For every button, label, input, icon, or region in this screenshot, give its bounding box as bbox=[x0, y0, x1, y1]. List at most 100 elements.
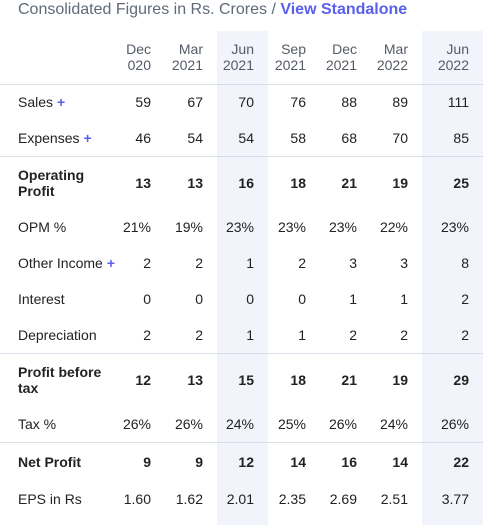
column-header[interactable]: Jun 2022 bbox=[437, 41, 469, 74]
view-standalone-link[interactable]: View Standalone bbox=[280, 1, 408, 18]
row-label-opm: OPM % bbox=[18, 219, 67, 235]
table-cell: 15 bbox=[238, 371, 254, 388]
row-label-tax: Tax % bbox=[18, 415, 57, 432]
table-cell: 3 bbox=[400, 255, 408, 271]
table-cell: 18 bbox=[290, 174, 306, 191]
table-cell: 54 bbox=[238, 129, 254, 146]
heading-separator: / bbox=[267, 1, 281, 18]
row-label-depreciation: Depreciation bbox=[18, 326, 97, 343]
table-row-net-profit: Net Profit 9 9 12 14 16 14 22 bbox=[0, 442, 483, 481]
row-label-interest: Interest bbox=[18, 291, 65, 307]
table-cell: 54 bbox=[187, 129, 203, 146]
table-cell: 0 bbox=[298, 291, 306, 307]
table-cell: 2.01 bbox=[226, 491, 254, 507]
row-label-eps: EPS in Rs bbox=[18, 491, 82, 507]
table-cell: 3.77 bbox=[441, 491, 469, 507]
table-cell: 25% bbox=[277, 415, 306, 432]
table-cell: 1 bbox=[400, 291, 408, 307]
row-label-expenses[interactable]: Expenses + bbox=[18, 129, 92, 146]
table-row-eps: EPS in Rs 1.60 1.62 2.01 2.35 2.69 2.51 … bbox=[0, 481, 483, 517]
table-row-operating-profit: Operating Profit 13 13 16 18 21 19 25 bbox=[0, 156, 483, 209]
table-cell: 24% bbox=[379, 415, 408, 432]
table-cell: 12 bbox=[238, 453, 254, 470]
table-cell: 2 bbox=[143, 326, 151, 343]
table-cell: 26% bbox=[122, 415, 151, 432]
table-cell: 67 bbox=[187, 94, 203, 111]
table-cell: 59 bbox=[135, 94, 151, 111]
table-row-sales: Sales + 59 67 70 76 88 89 111 bbox=[0, 84, 483, 120]
table-cell: 26% bbox=[440, 415, 469, 432]
column-header[interactable]: Sep 2021 bbox=[274, 41, 306, 74]
table-cell: 13 bbox=[187, 174, 203, 191]
table-header-row: Dec 020 Mar 2021 Jun 2021 Sep 2021 Dec 2021 M… bbox=[0, 31, 483, 84]
heading-title: Consolidated Figures in Rs. Crores bbox=[18, 1, 267, 18]
table-cell: 0 bbox=[246, 291, 254, 307]
table-cell: 18 bbox=[290, 371, 306, 388]
table-cell: 1 bbox=[349, 291, 357, 307]
table-cell: 3 bbox=[349, 255, 357, 271]
table-cell: 70 bbox=[392, 129, 408, 146]
table-cell: 1 bbox=[246, 255, 254, 271]
table-cell: 70 bbox=[238, 94, 254, 111]
table-cell: 21% bbox=[122, 219, 151, 235]
table-cell: 89 bbox=[392, 94, 408, 111]
expand-plus-icon[interactable]: + bbox=[83, 129, 92, 146]
table-cell: 58 bbox=[290, 129, 306, 146]
expand-plus-icon[interactable]: + bbox=[106, 255, 116, 271]
table-cell: 1.60 bbox=[123, 491, 151, 507]
table-cell: 24% bbox=[225, 415, 254, 432]
table-cell: 2 bbox=[195, 255, 203, 271]
table-cell: 85 bbox=[453, 129, 469, 146]
financials-table: Dec 020 Mar 2021 Jun 2021 Sep 2021 Dec 2021 M… bbox=[0, 31, 483, 517]
table-cell: 29 bbox=[453, 371, 469, 388]
table-cell: 68 bbox=[341, 129, 357, 146]
table-cell: 0 bbox=[143, 291, 151, 307]
table-cell: 14 bbox=[290, 453, 306, 470]
table-cell: 13 bbox=[135, 174, 151, 191]
table-cell: 25 bbox=[453, 174, 469, 191]
table-cell: 21 bbox=[341, 371, 357, 388]
table-cell: 1.62 bbox=[175, 491, 203, 507]
table-cell: 0 bbox=[195, 291, 203, 307]
table-row-opm: OPM % 21% 19% 23% 23% 23% 22% 23% bbox=[0, 209, 483, 245]
table-cell: 88 bbox=[341, 94, 357, 111]
table-cell: 21 bbox=[341, 174, 357, 191]
column-header[interactable]: Mar 2021 bbox=[171, 41, 203, 74]
column-header[interactable]: Mar 2022 bbox=[376, 41, 408, 74]
column-header[interactable]: Jun 2021 bbox=[222, 41, 254, 74]
table-row-other-income: Other Income + 2 2 1 2 3 3 8 bbox=[0, 245, 483, 281]
column-header[interactable]: Dec 020 bbox=[126, 41, 151, 74]
table-cell: 8 bbox=[461, 255, 469, 271]
table-row-tax: Tax % 26% 26% 24% 25% 26% 24% 26% bbox=[0, 406, 483, 442]
table-cell: 16 bbox=[238, 174, 254, 191]
table-cell: 2 bbox=[298, 255, 306, 271]
table-cell: 23% bbox=[225, 219, 254, 235]
table-cell: 26% bbox=[328, 415, 357, 432]
table-cell: 1 bbox=[298, 326, 306, 343]
table-cell: 23% bbox=[328, 219, 357, 235]
table-cell: 13 bbox=[187, 371, 203, 388]
header-label-cell bbox=[0, 31, 113, 84]
table-cell: 23% bbox=[440, 219, 469, 235]
table-cell: 2 bbox=[461, 326, 469, 343]
table-cell: 111 bbox=[447, 94, 469, 111]
table-cell: 19 bbox=[392, 371, 408, 388]
table-cell: 19% bbox=[174, 219, 203, 235]
table-cell: 14 bbox=[392, 453, 408, 470]
table-cell: 2.69 bbox=[329, 491, 357, 507]
row-label-net-profit: Net Profit bbox=[18, 453, 81, 470]
table-cell: 12 bbox=[135, 371, 151, 388]
table-cell: 22 bbox=[453, 453, 469, 470]
table-cell: 9 bbox=[195, 453, 203, 470]
table-row-depreciation: Depreciation 2 2 1 1 2 2 2 bbox=[0, 317, 483, 353]
column-highlight-jun-2022 bbox=[422, 31, 483, 525]
table-row-profit-before-tax: Profit before tax 12 13 15 18 21 19 29 bbox=[0, 353, 483, 406]
table-cell: 16 bbox=[341, 453, 357, 470]
column-highlight-jun-2021 bbox=[217, 31, 268, 525]
row-label-other-income[interactable]: Other Income + bbox=[18, 255, 116, 271]
table-cell: 9 bbox=[143, 453, 151, 470]
expand-plus-icon[interactable]: + bbox=[57, 94, 66, 111]
row-label-sales[interactable]: Sales + bbox=[18, 94, 66, 111]
table-cell: 23% bbox=[277, 219, 306, 235]
column-header[interactable]: Dec 2021 bbox=[325, 41, 357, 74]
